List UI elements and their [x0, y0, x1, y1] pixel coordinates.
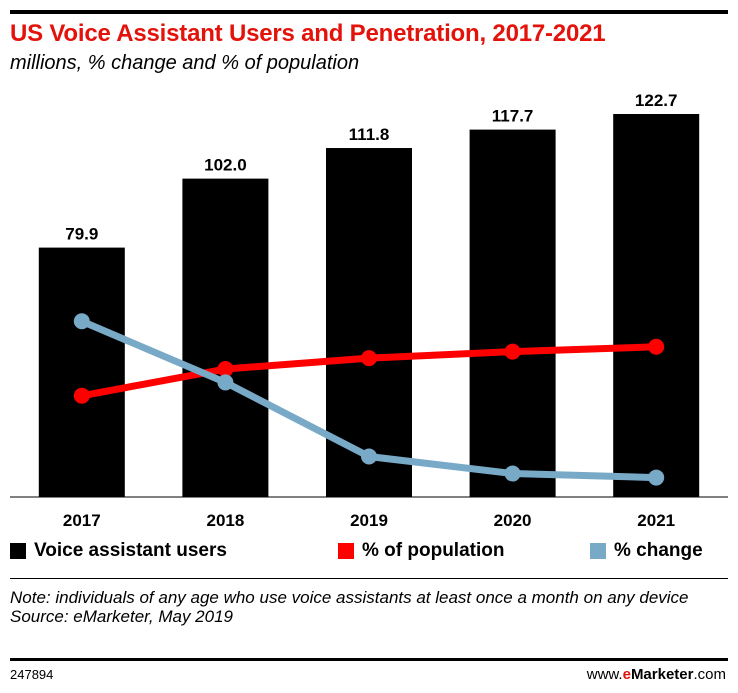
chart-plot: 79.9 102.0 111.8 117.7 122.7 2017 2018 2019 2020… — [10, 91, 728, 530]
brand-prefix: www. — [586, 666, 623, 683]
change-label-2019: 9.5% — [350, 426, 389, 445]
x-tick-label-2021: 2021 — [637, 511, 675, 530]
bar-2021 — [613, 114, 700, 497]
brand-e: e — [622, 666, 631, 683]
bar-value-label-2020: 117.7 — [492, 107, 534, 126]
change-point-2021 — [648, 469, 665, 486]
bar-2018 — [182, 178, 269, 497]
bar-2020 — [469, 129, 556, 497]
population-label-2020: 35.4% — [488, 321, 536, 340]
population-point-2019 — [361, 350, 377, 367]
population-point-2017 — [73, 387, 90, 404]
x-tick-label-2018: 2018 — [206, 511, 244, 530]
legend-item-users: Voice assistant users — [10, 540, 227, 562]
x-tick-label-2017: 2017 — [63, 511, 101, 530]
legend-swatch-users — [10, 543, 26, 559]
chart-subtitle: millions, % change and % of population — [10, 52, 360, 74]
legend-item-population: % of population — [338, 540, 504, 562]
change-point-2018 — [217, 374, 234, 391]
note-divider — [10, 578, 728, 579]
population-label-2019: 33.8% — [345, 327, 393, 346]
legend: Voice assistant users % of population % … — [10, 540, 728, 566]
bar-value-label-2018: 102.0 — [204, 156, 247, 175]
population-point-2018 — [217, 361, 234, 378]
population-label-2017: 24.5% — [58, 417, 106, 436]
bar-value-label-2021: 122.7 — [635, 91, 678, 110]
legend-label-change: % change — [614, 540, 703, 561]
footnote: Note: individuals of any age who use voi… — [10, 588, 728, 626]
chart-title: US Voice Assistant Users and Penetration… — [10, 20, 606, 47]
bar-2017 — [38, 247, 125, 497]
legend-swatch-change — [590, 543, 606, 559]
change-label-2020: 5.3% — [493, 443, 532, 462]
note-text: Note: individuals of any age who use voi… — [10, 588, 689, 607]
brand-marketer: Marketer — [630, 666, 694, 683]
bottom-rule — [10, 658, 728, 661]
legend-item-change: % change — [590, 540, 703, 562]
x-tick-label-2019: 2019 — [350, 511, 388, 530]
change-label-2021: 4.3% — [637, 447, 676, 466]
bar-value-label-2019: 111.8 — [349, 125, 390, 144]
x-tick-label-2020: 2020 — [494, 511, 532, 530]
top-rule — [10, 10, 728, 14]
change-point-2019 — [361, 448, 377, 465]
change-label-2017: 42.9% — [58, 290, 106, 309]
bar-value-label-2017: 79.9 — [65, 225, 98, 244]
chart-id: 247894 — [10, 667, 54, 682]
legend-label-population: % of population — [362, 540, 505, 561]
change-point-2017 — [73, 313, 90, 330]
legend-swatch-population — [338, 543, 354, 559]
change-label-2018: 27.8% — [201, 403, 249, 422]
legend-label-users: Voice assistant users — [34, 540, 227, 561]
population-label-2021: 36.6% — [632, 316, 680, 335]
change-point-2020 — [504, 465, 521, 482]
brand-suffix: .com — [693, 666, 726, 683]
population-point-2020 — [504, 343, 521, 360]
source-text: Source: eMarketer, May 2019 — [10, 607, 234, 626]
population-point-2021 — [648, 338, 665, 355]
brand-url[interactable]: www.eMarketer.com — [587, 666, 726, 683]
population-label-2018: 31.1% — [201, 338, 249, 357]
